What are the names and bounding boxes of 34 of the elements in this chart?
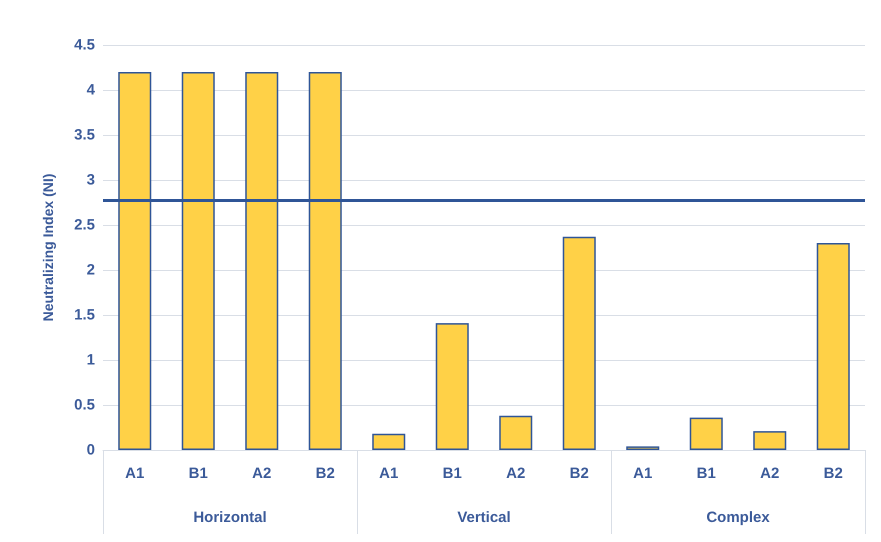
x-tick-label: A2 — [760, 465, 780, 482]
bar — [436, 323, 469, 450]
y-tick-label: 1 — [86, 352, 95, 368]
bar — [690, 418, 723, 450]
bar — [753, 431, 786, 450]
bar — [816, 243, 850, 450]
x-tick-label: A1 — [125, 465, 144, 482]
y-tick-label: 4.5 — [74, 36, 95, 54]
y-tick-label: 1.5 — [74, 306, 95, 324]
text: Vertical — [457, 509, 511, 526]
y-tick-label: 3 — [86, 172, 95, 188]
x-tick-label: A1 — [379, 465, 398, 482]
y-tick-label: 0 — [86, 442, 95, 458]
y-tick-label: 4 — [86, 82, 96, 98]
y-axis-title: Neutralizing Index (NI) — [40, 174, 56, 322]
text: Horizontal — [193, 509, 267, 526]
x-tick-label: B1 — [442, 465, 462, 482]
x-tick-label: A2 — [252, 465, 272, 482]
y-tick-label: 3.5 — [74, 126, 95, 144]
bar — [562, 236, 596, 450]
x-tick-label: B2 — [824, 465, 843, 482]
x-tick-label: B1 — [188, 465, 208, 482]
x-tick-label: B1 — [696, 465, 716, 482]
bar — [499, 416, 532, 450]
x-tick-label: A2 — [506, 465, 526, 482]
bar — [372, 434, 406, 450]
y-tick-label: 2.5 — [74, 216, 95, 234]
bar — [626, 446, 660, 450]
y-tick-label: 2 — [86, 262, 95, 278]
x-tick-label: B2 — [570, 465, 589, 482]
y-tick-label: 0.5 — [74, 396, 95, 414]
text: Complex — [706, 509, 770, 526]
x-tick-label: B2 — [316, 465, 335, 482]
x-tick-label: A1 — [633, 465, 652, 482]
